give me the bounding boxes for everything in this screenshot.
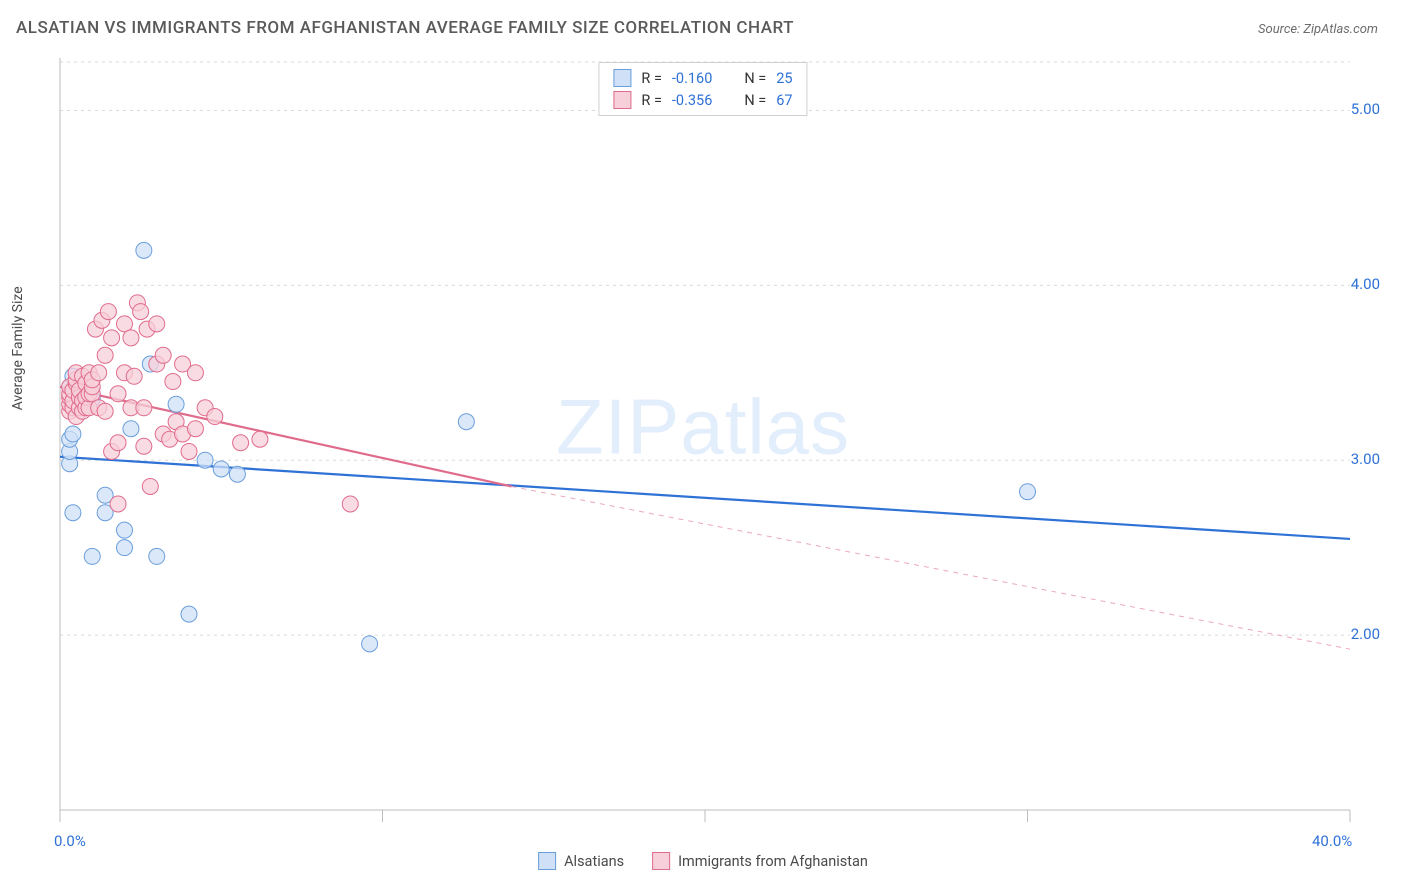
y-axis-title: Average Family Size [10,286,26,410]
chart-source: Source: ZipAtlas.com [1258,22,1378,37]
legend-n-value: 25 [776,70,792,87]
legend-item: Immigrants from Afghanistan [652,852,868,870]
y-tick-label: 5.00 [1351,100,1380,118]
x-tick-label: 40.0% [1312,832,1352,850]
y-tick-label: 2.00 [1351,625,1380,643]
legend-stats-row: R = -0.160 N = 25 [599,67,806,89]
x-tick-label: 0.0% [54,832,86,850]
chart-header: ALSATIAN VS IMMIGRANTS FROM AFGHANISTAN … [0,0,1406,48]
legend-r-label: R = [641,70,662,87]
legend-swatch [652,852,670,870]
y-tick-label: 3.00 [1351,450,1380,468]
legend-n-value: 67 [776,92,792,109]
chart-title: ALSATIAN VS IMMIGRANTS FROM AFGHANISTAN … [16,18,794,38]
legend-swatch [613,69,631,87]
legend-swatch [538,852,556,870]
legend-stats-row: R = -0.356 N = 67 [599,89,806,111]
legend-series: Alsatians Immigrants from Afghanistan [538,852,868,870]
legend-r-value: -0.160 [672,70,712,87]
scatter-chart [16,50,1390,870]
legend-stats: R = -0.160 N = 25 R = -0.356 N = 67 [598,62,807,116]
legend-swatch [613,91,631,109]
y-tick-label: 4.00 [1351,275,1380,293]
legend-label: Alsatians [564,853,624,870]
chart-area: ZIPatlas Average Family Size R =-0.160N … [16,50,1390,870]
legend-label: Immigrants from Afghanistan [678,853,868,870]
legend-item: Alsatians [538,852,624,870]
legend-n-label: N = [744,70,766,87]
legend-n-label: N = [744,92,766,109]
legend-r-label: R = [641,92,662,109]
legend-r-value: -0.356 [672,92,712,109]
